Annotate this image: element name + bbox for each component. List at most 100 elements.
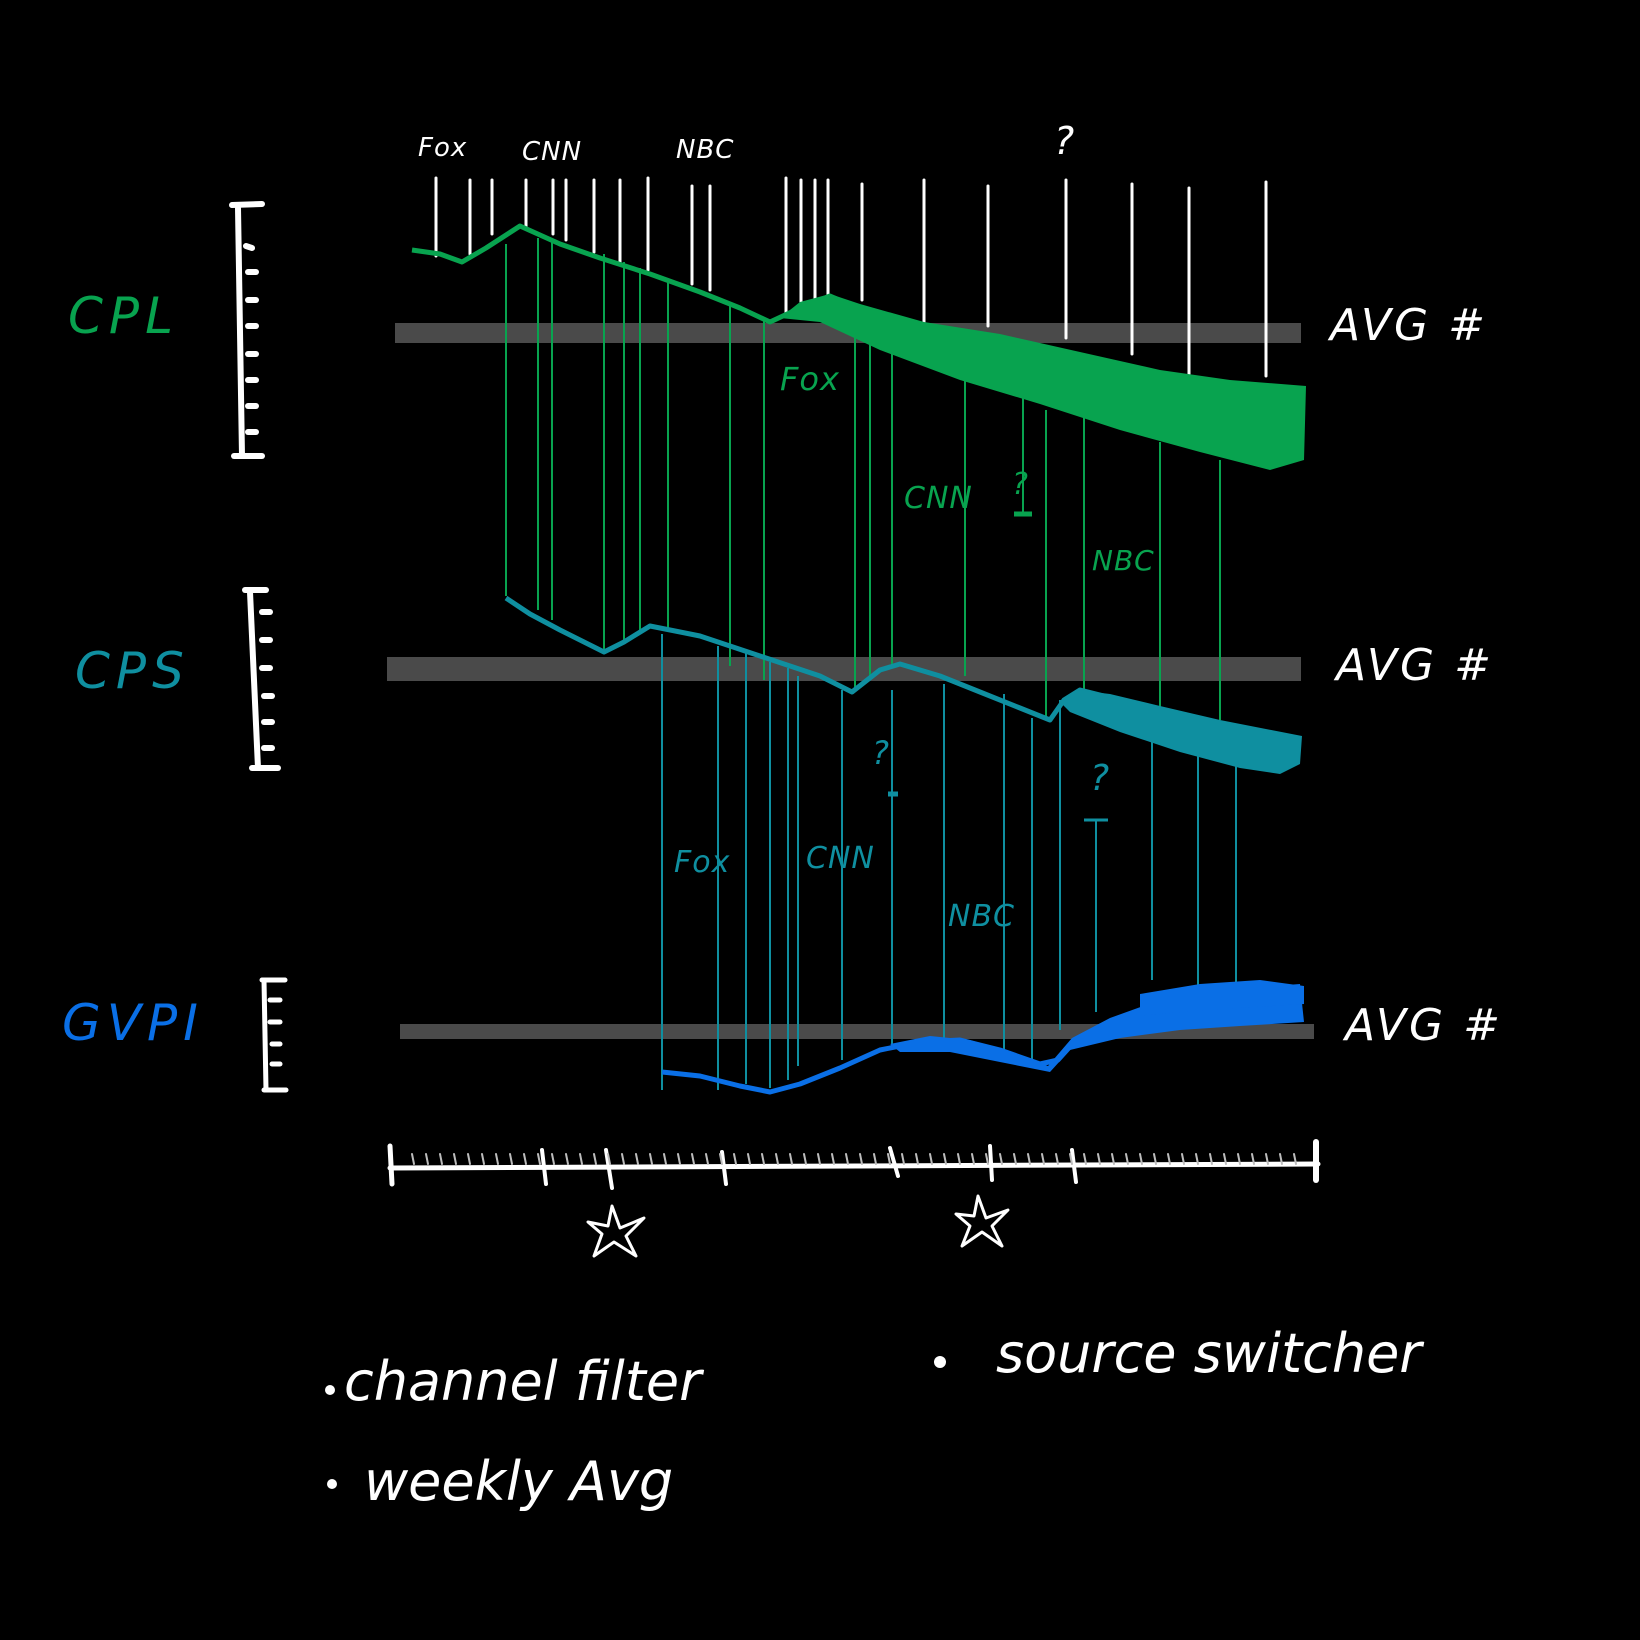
top-marker-nbc: NBC bbox=[676, 135, 734, 165]
cps-scale-ruler bbox=[242, 587, 281, 771]
timeline-minor-tick bbox=[509, 1153, 513, 1165]
cpl-series bbox=[411, 223, 1306, 470]
cpl-to-cps-connectors bbox=[505, 238, 1221, 720]
timeline-minor-tick bbox=[411, 1153, 415, 1165]
timeline-minor-tick bbox=[1251, 1153, 1255, 1165]
top-event-ticks bbox=[434, 176, 1268, 378]
cpl-marker-nbc: NBC bbox=[1092, 544, 1155, 577]
timeline-minor-tick bbox=[635, 1153, 639, 1165]
timeline-minor-tick bbox=[481, 1153, 485, 1165]
bullet-dot bbox=[934, 1356, 946, 1368]
timeline-minor-tick bbox=[1055, 1153, 1059, 1165]
timeline-minor-tick bbox=[859, 1153, 863, 1165]
timeline-minor-tick bbox=[705, 1153, 709, 1165]
timeline-minor-tick bbox=[901, 1153, 905, 1165]
timeline-minor-tick bbox=[467, 1153, 471, 1165]
cps-to-gvpi-connectors bbox=[661, 634, 1237, 1090]
gvpi-scale-ruler bbox=[259, 977, 289, 1093]
timeline-minor-tick bbox=[1279, 1153, 1283, 1165]
bullet-dot bbox=[327, 1479, 337, 1489]
timeline-minor-tick bbox=[985, 1153, 989, 1165]
timeline-minor-tick bbox=[845, 1153, 849, 1165]
timeline-minor-tick bbox=[1027, 1153, 1031, 1165]
gvpi-avg-label: AVG # bbox=[1342, 1000, 1503, 1051]
timeline-minor-tick bbox=[663, 1153, 667, 1165]
timeline-minor-tick bbox=[495, 1153, 499, 1165]
timeline-minor-tick bbox=[873, 1153, 877, 1165]
cps-marker-unknown-2: ? bbox=[1090, 758, 1110, 799]
timeline-minor-tick bbox=[1223, 1153, 1227, 1165]
top-marker-unknown: ? bbox=[1054, 119, 1075, 163]
cpl-scale-ruler bbox=[229, 201, 265, 459]
timeline-minor-tick bbox=[1167, 1153, 1171, 1165]
timeline-minor-tick bbox=[565, 1153, 569, 1165]
cps-marker-cnn: CNN bbox=[806, 841, 875, 876]
note-source-switcher: source switcher bbox=[996, 1322, 1424, 1385]
cps-marker-fox: Fox bbox=[674, 845, 730, 880]
cpl-label: CPL bbox=[68, 287, 179, 345]
timeline-minor-tick bbox=[915, 1153, 919, 1165]
cpl-marker-unknown: ? bbox=[1012, 467, 1029, 502]
timeline-minor-tick bbox=[523, 1153, 527, 1165]
cpl-marker-cnn: CNN bbox=[904, 481, 973, 516]
timeline-minor-tick bbox=[1237, 1153, 1241, 1165]
gvpi-label: GVPI bbox=[62, 994, 204, 1052]
timeline-minor-tick bbox=[453, 1153, 457, 1165]
gvpi-series bbox=[661, 980, 1304, 1095]
timeline-minor-tick bbox=[887, 1153, 891, 1165]
timeline-axis[interactable] bbox=[387, 1139, 1321, 1190]
timeline-minor-tick bbox=[1265, 1153, 1269, 1165]
cps-avg-label: AVG # bbox=[1333, 640, 1494, 691]
timeline-minor-tick bbox=[621, 1153, 625, 1165]
cpl-avg-label: AVG # bbox=[1327, 300, 1488, 351]
timeline-minor-tick bbox=[747, 1153, 751, 1165]
timeline-minor-tick bbox=[537, 1153, 541, 1165]
timeline-minor-tick bbox=[775, 1153, 779, 1165]
timeline-minor-tick bbox=[719, 1153, 723, 1165]
cps-label: CPS bbox=[75, 642, 190, 700]
timeline-minor-tick bbox=[691, 1153, 695, 1165]
top-marker-cnn: CNN bbox=[522, 137, 582, 167]
cps-avg-band bbox=[387, 657, 1301, 681]
timeline-minor-tick bbox=[1139, 1153, 1143, 1165]
note-channel-filter: channel filter bbox=[344, 1350, 704, 1413]
timeline-minor-tick bbox=[971, 1153, 975, 1165]
timeline-minor-tick bbox=[1181, 1153, 1185, 1165]
timeline-minor-tick bbox=[1195, 1153, 1199, 1165]
timeline-minor-ticks bbox=[411, 1153, 1297, 1165]
timeline-minor-tick bbox=[1041, 1153, 1045, 1165]
timeline-minor-tick bbox=[1153, 1153, 1157, 1165]
timeline-minor-tick bbox=[593, 1153, 597, 1165]
timeline-minor-tick bbox=[1209, 1153, 1213, 1165]
timeline-minor-tick bbox=[1013, 1153, 1017, 1165]
timeline-minor-tick bbox=[733, 1153, 737, 1165]
timeline-minor-tick bbox=[439, 1153, 443, 1165]
note-weekly-avg: weekly Avg bbox=[364, 1450, 673, 1513]
star-icon[interactable] bbox=[586, 1204, 646, 1258]
timeline-minor-tick bbox=[551, 1153, 555, 1165]
timeline-minor-tick bbox=[761, 1153, 765, 1165]
timeline-minor-tick bbox=[1293, 1153, 1297, 1165]
timeline-minor-tick bbox=[831, 1153, 835, 1165]
timeline-minor-tick bbox=[817, 1153, 821, 1165]
timeline-minor-tick bbox=[803, 1153, 807, 1165]
timeline-minor-tick bbox=[943, 1153, 947, 1165]
timeline-minor-tick bbox=[425, 1153, 429, 1165]
timeline-minor-tick bbox=[607, 1153, 611, 1165]
timeline-minor-tick bbox=[1125, 1153, 1129, 1165]
star-icon[interactable] bbox=[954, 1194, 1010, 1248]
timeline-minor-tick bbox=[1111, 1153, 1115, 1165]
timeline-minor-tick bbox=[1083, 1153, 1087, 1165]
timeline-minor-tick bbox=[677, 1153, 681, 1165]
bullet-dot bbox=[325, 1385, 335, 1395]
timeline-minor-tick bbox=[999, 1153, 1003, 1165]
timeline-minor-tick bbox=[649, 1153, 653, 1165]
timeline-minor-tick bbox=[1069, 1153, 1073, 1165]
cpl-marker-fox: Fox bbox=[780, 360, 840, 398]
cps-marker-nbc: NBC bbox=[948, 899, 1015, 934]
timeline-minor-tick bbox=[1097, 1153, 1101, 1165]
top-marker-fox: Fox bbox=[418, 133, 467, 163]
timeline-minor-tick bbox=[789, 1153, 793, 1165]
